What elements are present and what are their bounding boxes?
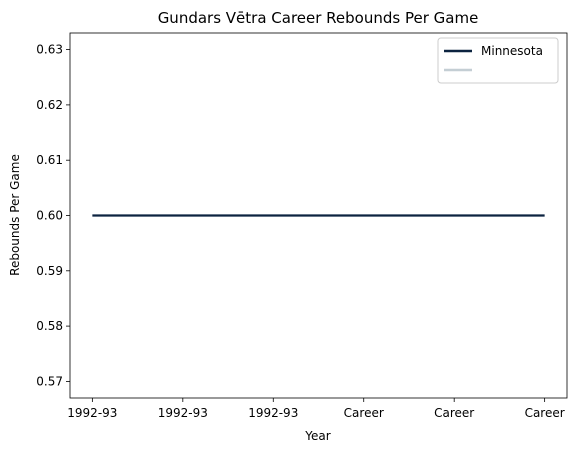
- y-axis-label: Rebounds Per Game: [8, 154, 22, 276]
- plot-area: 0.57 0.58 0.59 0.60 0.61 0.62 0.63 1992-93 1992-…: [36, 32, 568, 420]
- y-tick-label: 0.58: [36, 319, 63, 333]
- legend: Minnesota: [437, 37, 559, 84]
- x-tick-label: 1992-93: [158, 406, 208, 420]
- chart-title: Gundars Vētra Career Rebounds Per Game: [158, 9, 479, 27]
- x-axis-label: Year: [304, 429, 330, 443]
- x-tick-label: Career: [434, 406, 474, 420]
- y-tick-label: 0.60: [36, 209, 63, 223]
- y-tick-label: 0.57: [36, 374, 63, 388]
- x-tick-label: 1992-93: [67, 406, 117, 420]
- x-tick-label: Career: [344, 406, 384, 420]
- y-tick-label: 0.61: [36, 153, 63, 167]
- y-tick-label: 0.63: [36, 43, 63, 57]
- y-tick-label: 0.59: [36, 264, 63, 278]
- legend-label: Minnesota: [481, 44, 543, 58]
- legend-box: [437, 37, 559, 84]
- x-tick-label: 1992-93: [248, 406, 298, 420]
- x-tick-label: Career: [525, 406, 565, 420]
- y-tick-label: 0.62: [36, 98, 63, 112]
